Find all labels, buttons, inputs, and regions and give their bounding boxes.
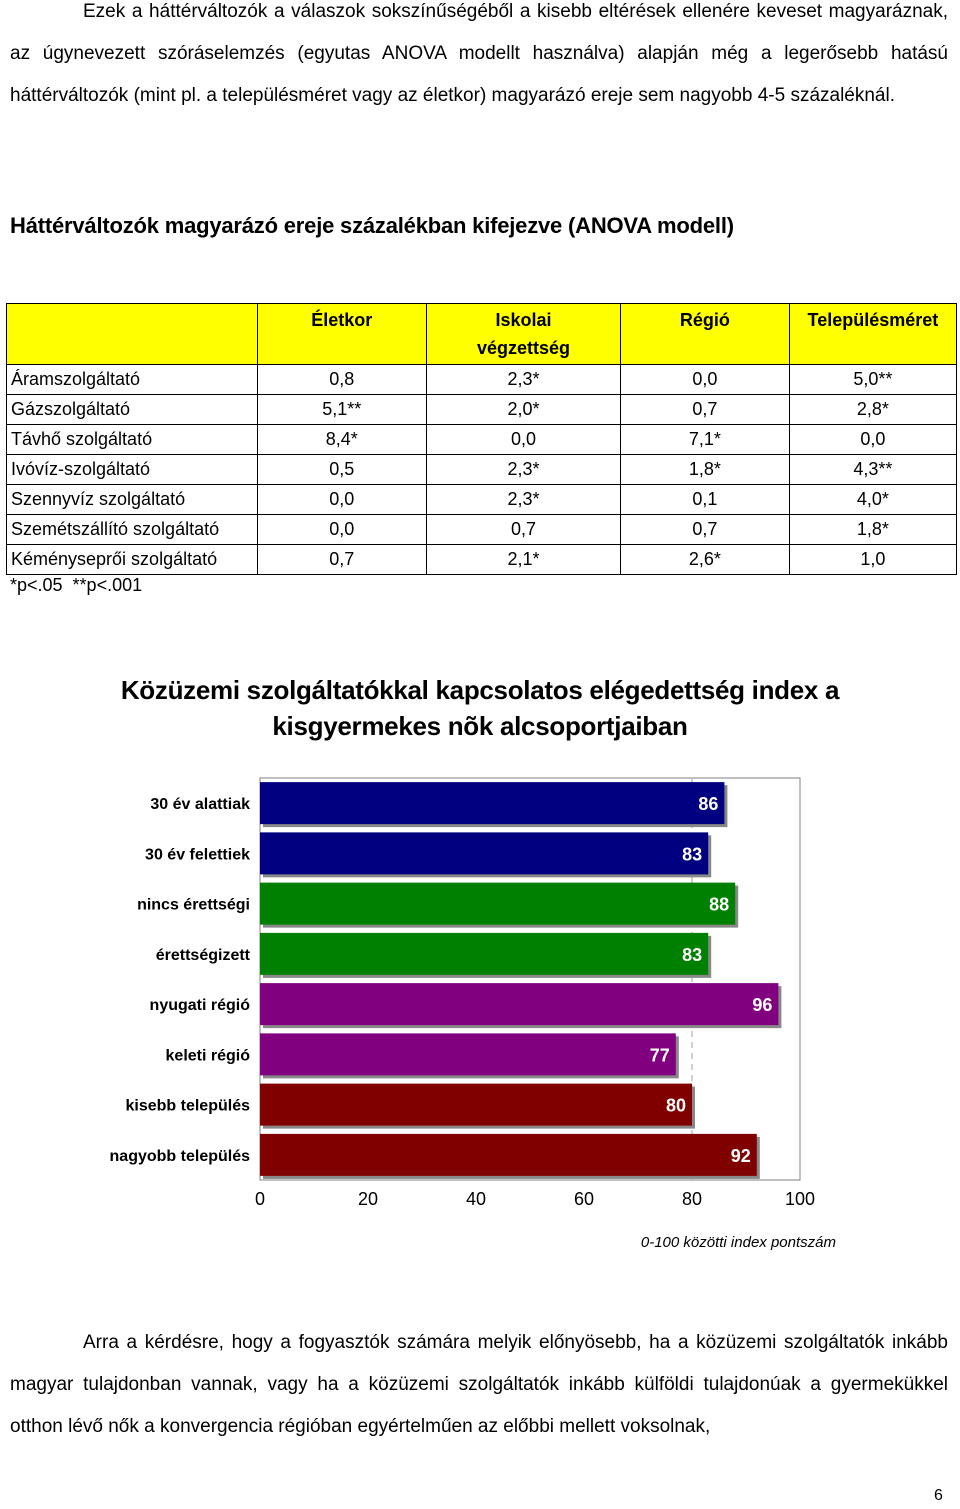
anova-table: Életkor Iskolai végzettség Régió Települ…: [6, 303, 958, 575]
x-tick-label: 40: [466, 1189, 486, 1209]
table-cell: 5,1**: [256, 394, 428, 425]
table-row-label: Gázszolgáltató: [6, 394, 258, 425]
category-label: keleti régió: [166, 1047, 251, 1064]
table-cell: 0,7: [256, 544, 428, 575]
table-row-label: Kéményseprői szolgáltató: [6, 544, 258, 575]
data-label: 88: [709, 895, 729, 915]
intro-paragraph: Ezek a háttérváltozók a válaszok sokszín…: [10, 1, 948, 106]
table-header-row: Életkor Iskolai végzettség Régió Települ…: [6, 303, 958, 365]
table-title: Háttérváltozók magyarázó ereje százalékb…: [10, 213, 734, 238]
table-row-label: Áramszolgáltató: [6, 364, 258, 395]
bar: [260, 882, 736, 925]
table-cell: 8,4*: [256, 424, 428, 455]
x-tick-label: 60: [574, 1189, 594, 1209]
table-cell: 2,0*: [425, 394, 622, 425]
table-cell: 0,0: [620, 364, 790, 395]
x-tick-label: 80: [682, 1189, 702, 1209]
table-row: Szemétszállító szolgáltató 0,0 0,7 0,7 1,8*: [6, 514, 958, 545]
category-label: nyugati régió: [150, 997, 251, 1014]
table-cell: 0,8: [256, 364, 428, 395]
data-label: 92: [731, 1146, 751, 1166]
table-cell: 1,0: [788, 544, 958, 575]
table-row: Távhő szolgáltató 8,4* 0,0 7,1* 0,0: [6, 424, 958, 455]
bar: [260, 832, 709, 875]
data-label: 96: [752, 995, 772, 1015]
table-header-telepulesmeret: Településméret: [788, 303, 958, 365]
table-row-label: Szennyvíz szolgáltató: [6, 484, 258, 515]
x-tick-label: 100: [785, 1189, 815, 1209]
x-tick-label: 20: [358, 1189, 378, 1209]
bar: [260, 1133, 757, 1176]
table-row-label: Szemétszállító szolgáltató: [6, 514, 258, 545]
table-cell: 7,1*: [620, 424, 790, 455]
table-cell: 4,3**: [788, 454, 958, 485]
table-row: Áramszolgáltató 0,8 2,3* 0,0 5,0**: [6, 364, 958, 395]
table-cell: 0,1: [620, 484, 790, 515]
table-cell: 1,8*: [788, 514, 958, 545]
table-header-empty: [6, 303, 258, 365]
table-cell: 2,8*: [788, 394, 958, 425]
bar: [260, 932, 709, 975]
table-header-regio: Régió: [620, 303, 790, 365]
satisfaction-bar-chart: 30 év alattiak 86 30 év felettiek 83 nincs é…: [110, 777, 836, 1251]
table-cell: 0,7: [620, 394, 790, 425]
table-cell: 0,7: [620, 514, 790, 545]
plot-frame: [259, 777, 801, 1181]
table-cell: 1,8*: [620, 454, 790, 485]
table-cell: 2,1*: [425, 544, 622, 575]
closing-paragraph: Arra a kérdésre, hogy a fogyasztók számá…: [10, 1332, 948, 1437]
table-cell: 0,0: [256, 514, 428, 545]
category-label: nagyobb település: [110, 1148, 251, 1165]
table-cell: 4,0*: [788, 484, 958, 515]
bar: [260, 1083, 692, 1126]
table-cell: 0,5: [256, 454, 428, 485]
table-row: Szennyvíz szolgáltató 0,0 2,3* 0,1 4,0*: [6, 484, 958, 515]
category-label: érettségizett: [156, 947, 251, 964]
category-label: nincs érettségi: [137, 897, 250, 914]
table-cell: 5,0**: [788, 364, 958, 395]
page-number: 6: [934, 1487, 943, 1504]
category-label: 30 év felettiek: [145, 846, 250, 863]
table-cell: 0,0: [788, 424, 958, 455]
category-label: 30 év alattiak: [150, 796, 250, 813]
x-axis-label: 0-100 közötti index pontszám: [641, 1234, 836, 1251]
table-header-iskolai-vegzettseg: Iskolai végzettség: [425, 303, 622, 365]
table-footnote: *p<.05 **p<.001: [10, 575, 143, 595]
table-cell: 2,3*: [425, 484, 622, 515]
chart-title: Közüzemi szolgáltatókkal kapcsolatos elé…: [0, 672, 960, 744]
bar: [260, 1033, 676, 1076]
data-label: 86: [698, 794, 718, 814]
table-header-eletkor: Életkor: [256, 303, 428, 365]
table-cell: 0,0: [425, 424, 622, 455]
bar: [260, 983, 779, 1026]
table-row: Ivóvíz-szolgáltató 0,5 2,3* 1,8* 4,3**: [6, 454, 958, 485]
table-cell: 0,7: [425, 514, 622, 545]
data-label: 80: [666, 1096, 686, 1116]
table-row-label: Távhő szolgáltató: [6, 424, 258, 455]
table-cell: 2,6*: [620, 544, 790, 575]
x-tick-label: 0: [255, 1189, 265, 1209]
table-cell: 2,3*: [425, 454, 622, 485]
table-row-label: Ivóvíz-szolgáltató: [6, 454, 258, 485]
chart-title-text: Közüzemi szolgáltatókkal kapcsolatos elé…: [120, 675, 840, 741]
data-label: 77: [650, 1045, 670, 1065]
table-row: Gázszolgáltató 5,1** 2,0* 0,7 2,8*: [6, 394, 958, 425]
table-cell: 0,0: [256, 484, 428, 515]
table-row: Kéményseprői szolgáltató 0,7 2,1* 2,6* 1,0: [6, 544, 958, 575]
category-label: kisebb település: [126, 1098, 251, 1115]
data-label: 83: [682, 945, 702, 965]
data-label: 83: [682, 844, 702, 864]
bar: [260, 782, 725, 825]
table-cell: 2,3*: [425, 364, 622, 395]
